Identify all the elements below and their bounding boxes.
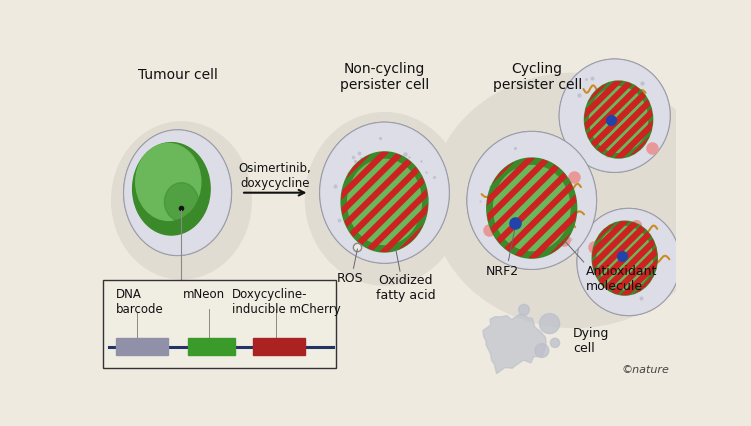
Bar [189,338,235,355]
Text: Non-cycling
persister cell: Non-cycling persister cell [340,62,429,92]
Ellipse shape [578,210,679,315]
Ellipse shape [577,209,680,316]
Ellipse shape [321,124,448,262]
Text: Cycling
persister cell: Cycling persister cell [493,62,582,92]
Ellipse shape [431,74,718,328]
Ellipse shape [597,227,653,290]
Ellipse shape [560,61,669,172]
Ellipse shape [550,338,559,348]
Ellipse shape [535,344,549,358]
FancyBboxPatch shape [103,280,336,368]
Polygon shape [483,314,546,374]
Text: Oxidized
fatty acid: Oxidized fatty acid [376,273,436,301]
Bar [116,338,168,355]
Bar [253,338,306,355]
Ellipse shape [559,60,671,173]
Text: Tumour cell: Tumour cell [137,68,218,82]
Ellipse shape [164,183,198,222]
Text: Dying
cell: Dying cell [573,326,609,354]
Text: Osimertinib,
doxycycline: Osimertinib, doxycycline [239,161,312,190]
Ellipse shape [319,123,450,264]
Ellipse shape [493,166,570,251]
Text: NRF2: NRF2 [486,264,519,277]
Ellipse shape [133,143,210,236]
Text: Doxycycline-
inducible mCherry: Doxycycline- inducible mCherry [232,288,340,316]
Ellipse shape [487,158,577,259]
Ellipse shape [519,305,529,315]
Ellipse shape [539,314,559,334]
Ellipse shape [136,144,201,221]
Ellipse shape [123,130,232,256]
Text: DNA
barcode: DNA barcode [116,288,163,316]
Ellipse shape [306,113,463,285]
Ellipse shape [125,132,231,255]
Ellipse shape [341,153,428,252]
Ellipse shape [584,82,653,158]
Ellipse shape [466,132,597,270]
Ellipse shape [112,123,251,279]
Ellipse shape [593,222,657,295]
Ellipse shape [468,133,596,268]
Text: Antioxidant
molecule: Antioxidant molecule [586,264,657,292]
Text: mNeon: mNeon [183,288,225,301]
Text: ROS: ROS [336,272,363,285]
Text: ©nature: ©nature [621,364,669,374]
Ellipse shape [348,160,421,245]
Ellipse shape [590,88,647,153]
